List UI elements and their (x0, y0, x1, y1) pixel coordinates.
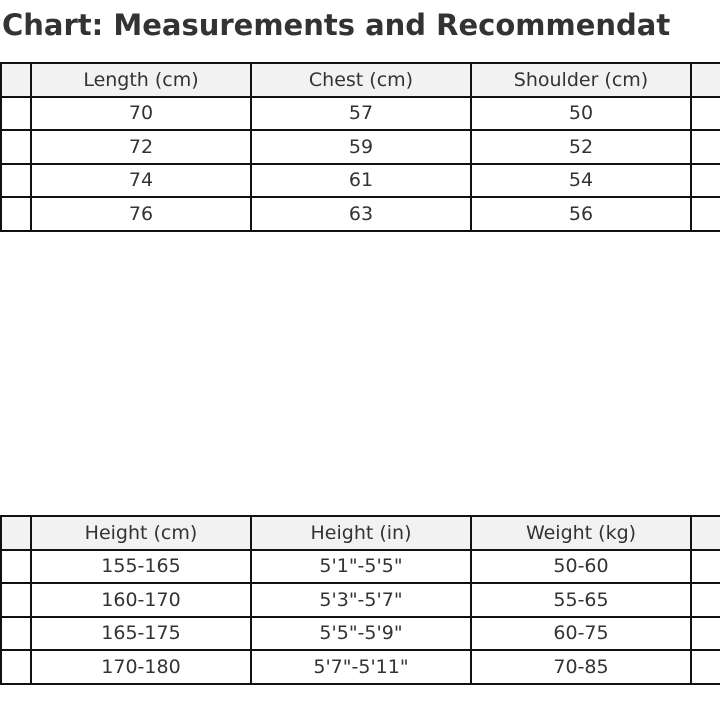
table-cell: 155-165 (30, 548, 252, 584)
table-cell (690, 615, 720, 651)
table-cell: 70 (30, 95, 252, 131)
table-cell: 5'3"-5'7" (250, 582, 472, 618)
table-cell (690, 95, 720, 131)
table-cell: 52 (470, 129, 692, 165)
column-header (690, 515, 720, 551)
table-cell: 61 (250, 162, 472, 198)
table-cell: 50 (470, 95, 692, 131)
column-header: Height (in) (250, 515, 472, 551)
table-cell (690, 649, 720, 685)
table-cell: 170-180 (30, 649, 252, 685)
table-row: 165-175 5'5"-5'9" 60-75 (0, 615, 720, 651)
header-row: Length (cm) Chest (cm) Shoulder (cm) (0, 62, 720, 98)
column-header (0, 515, 32, 551)
table-cell: 54 (470, 162, 692, 198)
table-row: 72 59 52 (0, 129, 720, 165)
table-row: 155-165 5'1"-5'5" 50-60 (0, 548, 720, 584)
recommendations-table: Height (cm) Height (in) Weight (kg) 155-165… (0, 515, 720, 685)
column-header: Weight (kg) (470, 515, 692, 551)
table-cell (0, 548, 32, 584)
table-row: 70 57 50 (0, 95, 720, 131)
table-cell: 56 (470, 196, 692, 232)
table-row: 76 63 56 (0, 196, 720, 232)
table-cell: 60-75 (470, 615, 692, 651)
column-header: Height (cm) (30, 515, 252, 551)
table-row: 170-180 5'7"-5'11" 70-85 (0, 649, 720, 685)
table-cell (0, 129, 32, 165)
table-cell (0, 162, 32, 198)
table-cell (0, 615, 32, 651)
table-cell: 165-175 (30, 615, 252, 651)
table-cell: 5'1"-5'5" (250, 548, 472, 584)
table-cell: 5'7"-5'11" (250, 649, 472, 685)
column-header (690, 62, 720, 98)
table-row: 160-170 5'3"-5'7" 55-65 (0, 582, 720, 618)
table-cell (690, 162, 720, 198)
table-cell: 76 (30, 196, 252, 232)
column-header (0, 62, 32, 98)
table-cell: 57 (250, 95, 472, 131)
table-cell: 74 (30, 162, 252, 198)
column-header: Length (cm) (30, 62, 252, 98)
table-cell: 72 (30, 129, 252, 165)
table-cell (0, 649, 32, 685)
page-title: Chart: Measurements and Recommendat (2, 8, 671, 42)
table-cell (0, 95, 32, 131)
header-row: Height (cm) Height (in) Weight (kg) (0, 515, 720, 551)
table-cell (690, 196, 720, 232)
table-cell (690, 129, 720, 165)
table-cell: 70-85 (470, 649, 692, 685)
table-row: 74 61 54 (0, 162, 720, 198)
table-cell: 55-65 (470, 582, 692, 618)
table-cell (0, 582, 32, 618)
column-header: Chest (cm) (250, 62, 472, 98)
table-cell: 63 (250, 196, 472, 232)
measurements-table: Length (cm) Chest (cm) Shoulder (cm) 70 57 50… (0, 62, 720, 232)
table-cell (690, 582, 720, 618)
table-cell: 5'5"-5'9" (250, 615, 472, 651)
table-cell (0, 196, 32, 232)
table-cell: 50-60 (470, 548, 692, 584)
column-header: Shoulder (cm) (470, 62, 692, 98)
table-cell: 160-170 (30, 582, 252, 618)
table-cell: 59 (250, 129, 472, 165)
table-cell (690, 548, 720, 584)
